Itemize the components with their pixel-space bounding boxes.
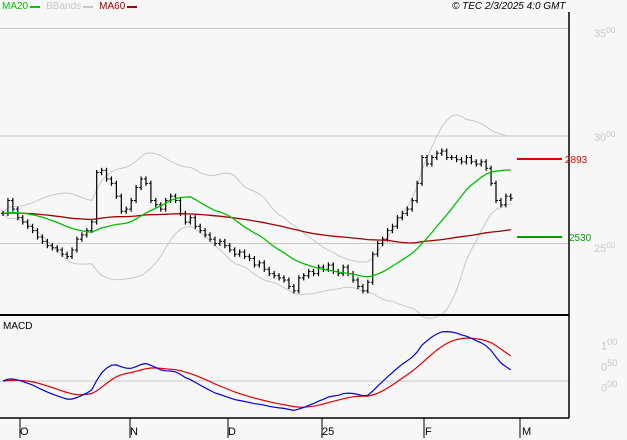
x-tick-label: F (425, 426, 432, 438)
macd-tick-label: 000 (601, 379, 618, 395)
ma20-line (2, 169, 511, 278)
x-tick-label: M (522, 426, 532, 438)
x-tick-label: N (130, 426, 138, 438)
bollinger-upper (2, 114, 511, 263)
x-tick-label: O (20, 426, 29, 438)
y-tick-label: 2500 (594, 241, 616, 255)
legend-bbands: BBands (46, 1, 94, 12)
y-tick-label: 3500 (594, 26, 616, 40)
macd-tick-label: 100 (601, 337, 618, 353)
legend-ma60: MA60 (99, 1, 138, 12)
macd-title: MACD (3, 321, 33, 332)
macd-line (2, 330, 512, 412)
legend-ma20: MA20 (2, 1, 41, 12)
macd-tick-label: 050 (601, 358, 618, 374)
x-tick-label: D (228, 426, 236, 438)
y-tick-label: 3000 (594, 130, 616, 144)
macd-signal-line (2, 337, 512, 408)
legend: MA20 BBands MA60 (2, 1, 138, 12)
x-tick-label: 25 (322, 426, 335, 438)
copyright-timestamp: © TEC 2/3/2025 4:0 GMT (452, 1, 566, 12)
resistance-label: 2893 (565, 155, 588, 166)
bollinger-lower (2, 203, 511, 319)
support-label: 2530 (569, 233, 592, 244)
ma60-line (2, 212, 511, 244)
